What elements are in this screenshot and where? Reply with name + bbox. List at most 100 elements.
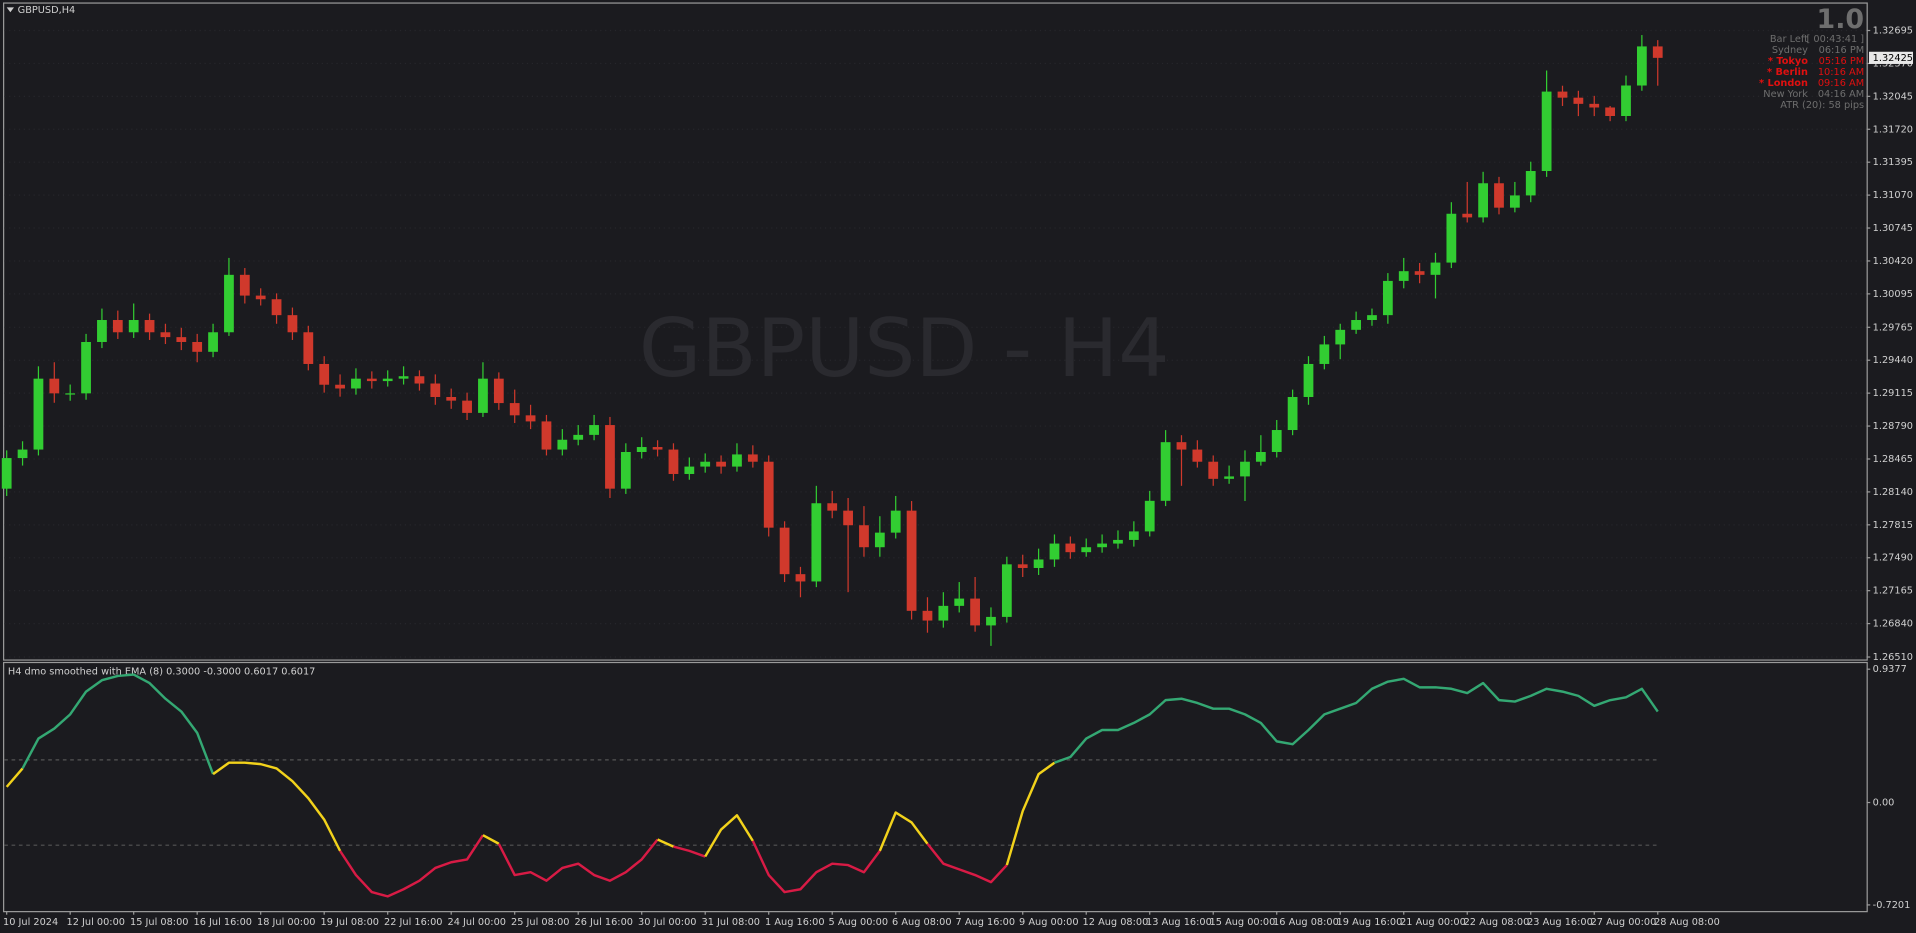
candle-body xyxy=(287,315,298,333)
candle-body xyxy=(192,341,203,352)
candle-body xyxy=(795,574,806,582)
candle-body xyxy=(1652,46,1663,58)
candle-body xyxy=(1240,461,1250,477)
y-tick-label: 1.30095 xyxy=(1873,289,1913,300)
candle-body xyxy=(970,598,980,626)
candle-body xyxy=(986,616,996,626)
x-tick-label: 21 Aug 00:00 xyxy=(1400,917,1466,928)
candle-body xyxy=(636,447,647,452)
y-tick-label: 0.9377 xyxy=(1873,664,1907,675)
candle-body xyxy=(1271,430,1282,452)
candle-body xyxy=(620,451,631,489)
candle-body xyxy=(652,447,663,450)
candle-body xyxy=(446,396,457,401)
y-tick-label: 1.28140 xyxy=(1873,487,1913,498)
symbol-menu[interactable] xyxy=(6,7,15,13)
info-label: ATR (20): 58 pips xyxy=(1780,100,1864,111)
candle-body xyxy=(1478,183,1489,218)
y-tick-label: 1.27165 xyxy=(1873,586,1913,597)
candle-body xyxy=(493,378,504,404)
candle-body xyxy=(1033,559,1044,568)
x-tick-label: 26 Jul 16:00 xyxy=(575,917,633,928)
candle-body xyxy=(335,384,345,389)
candle-body xyxy=(938,605,949,621)
x-tick-label: 15 Jul 08:00 xyxy=(130,917,188,928)
indicator-line xyxy=(751,840,881,894)
x-tick-label: 18 Jul 00:00 xyxy=(257,917,315,928)
x-tick-label: 5 Aug 00:00 xyxy=(829,917,889,928)
info-label: * Tokyo xyxy=(1768,56,1808,67)
indicator-line xyxy=(1005,761,1056,866)
indicator-line xyxy=(21,673,215,775)
x-tick-label: 12 Aug 08:00 xyxy=(1083,917,1149,928)
candle-body xyxy=(144,320,155,333)
candle-body xyxy=(224,274,234,333)
x-tick-label: 22 Jul 16:00 xyxy=(384,917,442,928)
candle-body xyxy=(716,461,726,467)
x-tick-label: 7 Aug 16:00 xyxy=(956,917,1016,928)
candle-body xyxy=(1557,91,1568,98)
candle-body xyxy=(684,466,695,474)
candle-body xyxy=(1001,564,1012,617)
candle-body xyxy=(97,320,107,342)
candle-body xyxy=(1192,449,1203,462)
info-label: Bar Left xyxy=(1770,34,1808,45)
candle-body xyxy=(1176,442,1187,450)
y-tick-label: 1.31395 xyxy=(1873,157,1913,168)
x-tick-label: 27 Aug 00:00 xyxy=(1591,917,1657,928)
candle-body xyxy=(319,363,330,385)
version-label: 1.0 xyxy=(1817,4,1865,35)
candle-body xyxy=(1541,91,1552,172)
y-tick-label: 0.00 xyxy=(1873,798,1895,809)
candle-body xyxy=(128,320,139,333)
candle-body xyxy=(1335,329,1346,345)
candle-body xyxy=(1509,195,1520,208)
candle-body xyxy=(462,400,472,413)
last-price-box xyxy=(1869,51,1913,64)
candle-body xyxy=(255,295,266,300)
candle-body xyxy=(1462,213,1473,218)
candle-body xyxy=(1255,451,1266,462)
candle-body xyxy=(1065,543,1076,553)
info-value: 04:16 AM xyxy=(1818,89,1864,100)
y-tick-label: 1.28465 xyxy=(1873,454,1913,465)
candle-body xyxy=(859,525,869,548)
y-tick-label: -0.7201 xyxy=(1873,900,1911,911)
candle-body xyxy=(1113,539,1123,544)
candle-body xyxy=(1525,171,1536,196)
x-tick-label: 9 Aug 00:00 xyxy=(1019,917,1079,928)
candle-body xyxy=(779,527,790,575)
candle-body xyxy=(1621,85,1631,117)
x-tick-label: 6 Aug 08:00 xyxy=(892,917,952,928)
indicator-line xyxy=(339,834,484,898)
indicator-line xyxy=(482,834,500,845)
candle-body xyxy=(1208,461,1219,479)
candle-body xyxy=(17,449,28,459)
candle-body xyxy=(33,378,44,450)
indicator-line xyxy=(5,767,24,788)
x-tick-label: 30 Jul 00:00 xyxy=(638,917,696,928)
y-tick-label: 1.26510 xyxy=(1873,652,1913,663)
y-tick-label: 1.31070 xyxy=(1873,190,1913,201)
indicator-line xyxy=(497,838,659,882)
candle-body xyxy=(573,434,584,440)
info-label: New York xyxy=(1763,89,1808,100)
candle-body xyxy=(208,332,218,352)
candle-body xyxy=(509,403,520,416)
candle-body xyxy=(1303,363,1314,397)
info-value: 06:16 PM xyxy=(1819,45,1864,56)
info-label: * London xyxy=(1759,78,1808,89)
candle-body xyxy=(1367,315,1377,321)
x-tick-label: 13 Aug 16:00 xyxy=(1146,917,1212,928)
candle-body xyxy=(271,299,282,316)
candle-body xyxy=(1414,271,1425,275)
candle-body xyxy=(1224,476,1234,479)
candle-body xyxy=(827,503,838,511)
x-tick-label: 19 Aug 16:00 xyxy=(1337,917,1403,928)
candle-body xyxy=(890,510,901,533)
candle-body xyxy=(922,610,933,621)
candle-body xyxy=(589,425,599,435)
candle-body xyxy=(1144,500,1155,532)
indicator-pane xyxy=(3,661,1868,913)
candle-body xyxy=(1,458,12,489)
